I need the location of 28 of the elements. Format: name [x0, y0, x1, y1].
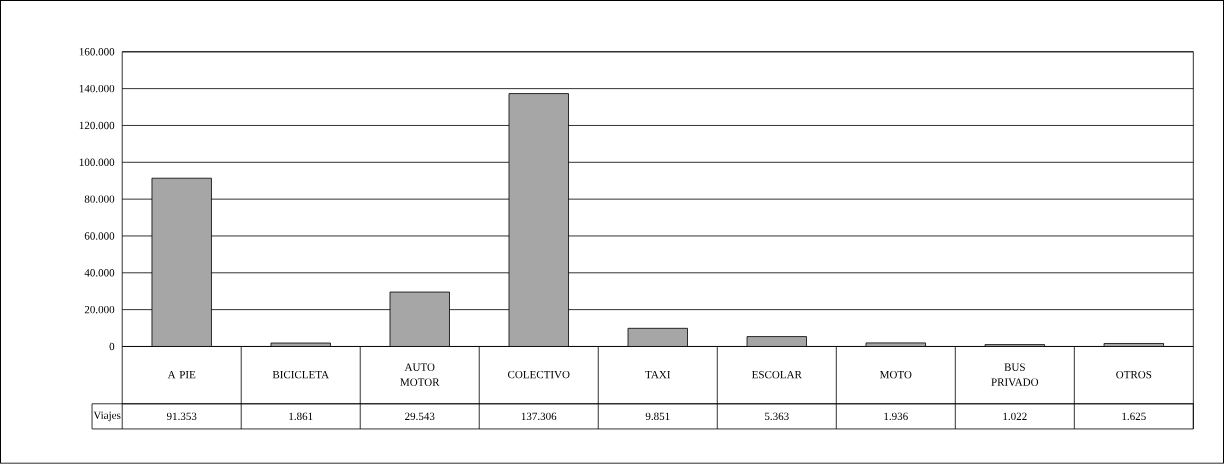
- x-tick-label: ESCOLAR: [751, 371, 802, 379]
- y-tick-label: 100.000: [79, 158, 115, 167]
- x-tick-label: BICICLETA: [272, 371, 329, 379]
- data-label: 1.936: [884, 412, 908, 421]
- y-tick-label: 140.000: [79, 85, 115, 93]
- y-tick-label: 160.000: [79, 48, 115, 56]
- data-label: 1.861: [289, 412, 313, 421]
- data-label: 1.022: [1003, 412, 1027, 421]
- y-tick-label: 120.000: [79, 121, 115, 130]
- data-label: 5.363: [765, 412, 789, 421]
- y-tick-label: 0: [109, 342, 115, 351]
- y-tick-label: 20.000: [84, 306, 115, 314]
- x-tick-label: TAXI: [645, 371, 671, 379]
- data-label: 1.625: [1122, 412, 1146, 421]
- x-tick-label: COLECTIVO: [507, 371, 570, 379]
- x-tick-label: MOTO: [879, 371, 912, 379]
- data-label: 137.306: [521, 412, 557, 421]
- y-tick-label: 60.000: [84, 232, 115, 240]
- data-label: 91.353: [166, 412, 197, 421]
- data-label: 29.543: [405, 412, 435, 421]
- x-tick-label: A PIE: [167, 371, 196, 379]
- data-label: 9.851: [645, 412, 670, 421]
- x-tick-label: OTROS: [1116, 371, 1152, 379]
- x-tick-label: BUS PRIVADO: [991, 363, 1039, 387]
- text: Viajes: [93, 411, 121, 422]
- x-tick-label: AUTO MOTOR: [400, 363, 440, 387]
- y-tick-label: 80.000: [84, 195, 115, 204]
- y-tick-label: 40.000: [84, 269, 115, 277]
